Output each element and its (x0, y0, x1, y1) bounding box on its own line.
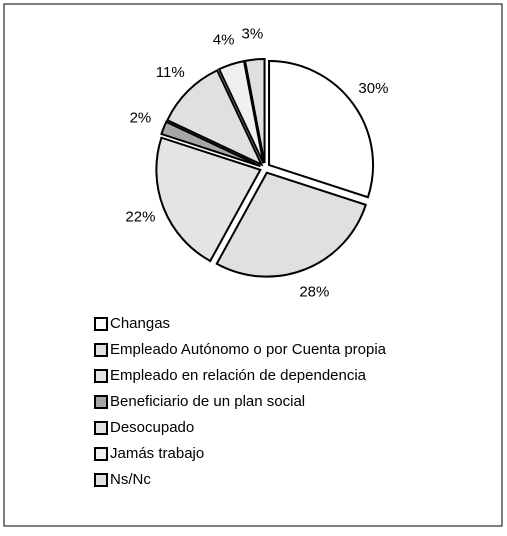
legend-swatch (94, 473, 108, 487)
legend-swatch (94, 317, 108, 331)
data-label: 2% (130, 110, 152, 127)
legend-label: Ns/Nc (110, 471, 151, 488)
pie-slice (160, 120, 261, 168)
legend-label: Changas (110, 315, 170, 332)
legend-label: Empleado en relación de dependencia (110, 367, 367, 384)
legend-swatch (94, 447, 108, 461)
legend-swatch (94, 343, 108, 357)
pie-slice (243, 58, 266, 164)
legend-swatch (94, 421, 108, 435)
pie-slice (215, 171, 368, 278)
data-label: 30% (358, 80, 388, 97)
data-label: 22% (125, 208, 155, 225)
data-label: 11% (156, 64, 185, 81)
pie-slice (217, 59, 265, 164)
legend-label: Jamás trabajo (110, 445, 204, 462)
data-label: 28% (299, 284, 329, 301)
pie-slice (268, 60, 375, 199)
data-label: 3% (242, 26, 264, 43)
legend-label: Desocupado (110, 419, 194, 436)
pie-slice (166, 69, 264, 167)
pie-slice (155, 136, 262, 263)
legend-swatch (94, 369, 108, 383)
data-label: 4% (213, 32, 235, 49)
legend-swatch (94, 395, 108, 409)
legend-label: Empleado Autónomo o por Cuenta propia (110, 341, 387, 358)
legend-label: Beneficiario de un plan social (110, 393, 305, 410)
